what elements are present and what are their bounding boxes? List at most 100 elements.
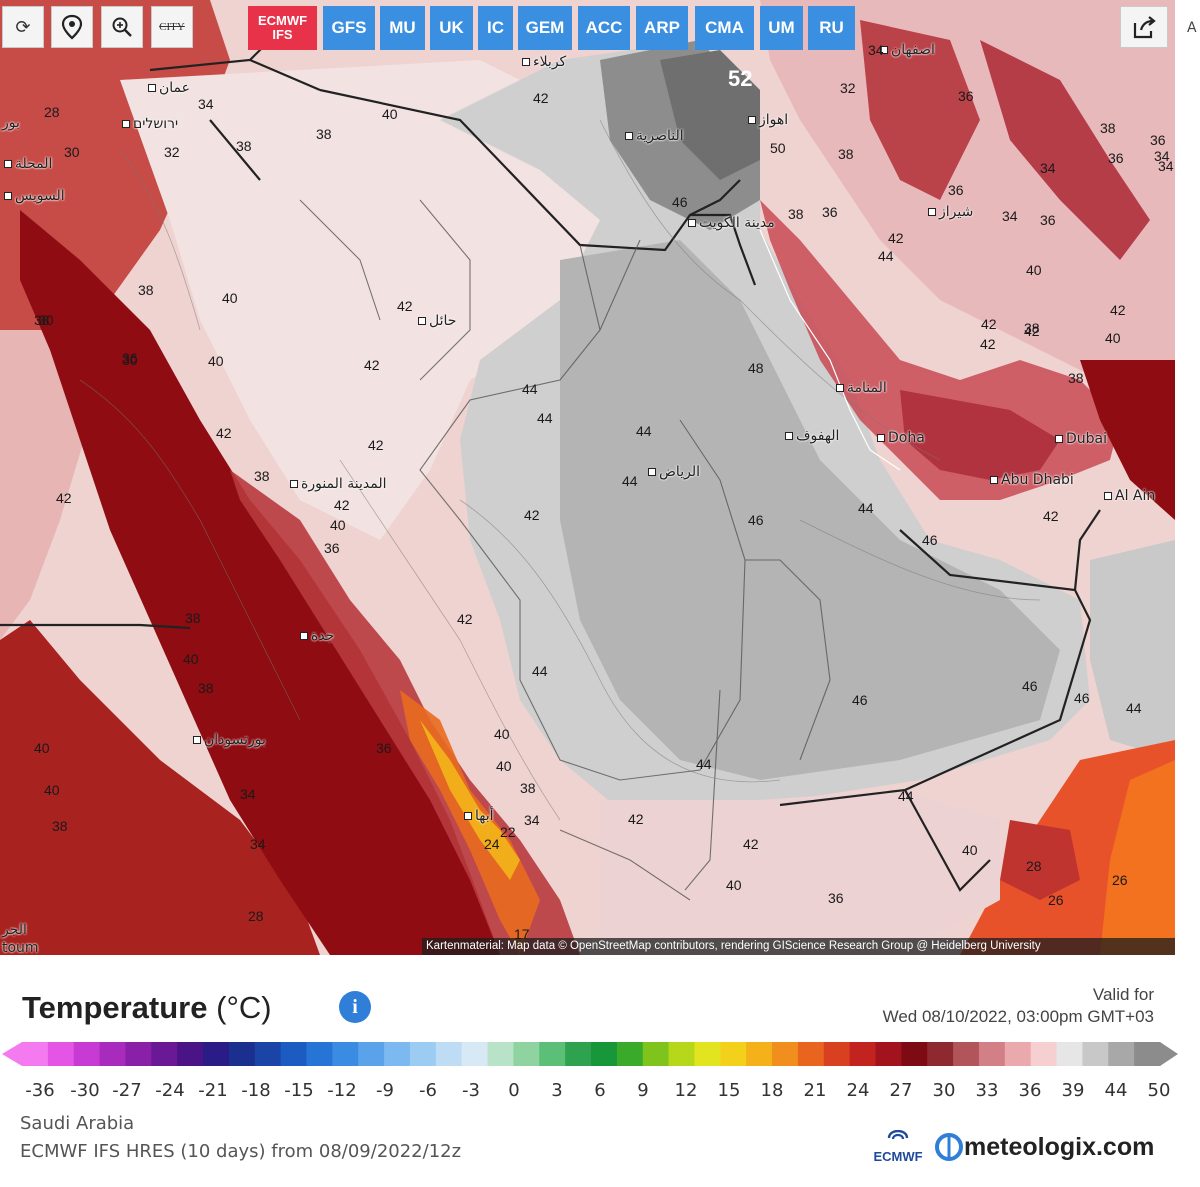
city-toggle-button[interactable]: CITY bbox=[151, 6, 193, 48]
city-label[interactable]: الناصرية bbox=[625, 128, 684, 144]
isotherm-value: 52 bbox=[728, 66, 753, 91]
info-icon[interactable]: i bbox=[339, 991, 371, 1023]
city-label[interactable]: الجر bbox=[2, 922, 27, 938]
city-label[interactable]: عمان bbox=[148, 80, 190, 96]
color-scale-swatch bbox=[125, 1042, 152, 1066]
isotherm-value: 46 bbox=[1074, 690, 1090, 706]
model-tab-cma[interactable]: CMA bbox=[695, 6, 754, 50]
city-label[interactable]: ירושלים bbox=[122, 116, 178, 132]
city-label[interactable]: المدينة المنورة bbox=[290, 476, 386, 492]
color-scale-swatch bbox=[694, 1042, 721, 1066]
city-label[interactable]: السويس bbox=[4, 188, 65, 204]
city-label[interactable]: حائل bbox=[418, 313, 456, 329]
isotherm-value: 38 bbox=[236, 138, 252, 154]
color-scale-tick-label: 21 bbox=[803, 1080, 827, 1101]
color-scale-swatch bbox=[591, 1042, 618, 1066]
isotherm-value: 34 bbox=[1040, 160, 1056, 176]
color-scale-swatch bbox=[99, 1042, 127, 1066]
city-label[interactable]: جدة bbox=[300, 628, 334, 644]
color-scale-swatch bbox=[358, 1042, 385, 1066]
isotherm-value: 42 bbox=[524, 507, 540, 523]
model-tab-um[interactable]: UM bbox=[760, 6, 803, 50]
isotherm-value: 28 bbox=[248, 908, 264, 924]
city-label[interactable]: الرياض bbox=[648, 464, 700, 480]
city-marker-icon bbox=[300, 632, 308, 640]
city-name: Doha bbox=[888, 430, 925, 446]
isotherm-value: 36 bbox=[828, 890, 844, 906]
ecmwf-logo: ECMWF bbox=[868, 1129, 928, 1164]
isotherm-value: 44 bbox=[532, 663, 548, 679]
edge-text: A bbox=[1187, 20, 1197, 36]
color-scale-bar bbox=[2, 1042, 1178, 1066]
city-name: الجر bbox=[2, 922, 27, 938]
model-tab-gfs[interactable]: GFS bbox=[323, 6, 375, 50]
model-tab-uk[interactable]: UK bbox=[430, 6, 473, 50]
city-label[interactable]: المحلة bbox=[4, 156, 52, 172]
color-scale-swatch bbox=[1082, 1042, 1109, 1066]
map-pin-icon[interactable] bbox=[51, 6, 93, 48]
isotherm-value: 44 bbox=[1126, 700, 1142, 716]
model-tab-arp[interactable]: ARP bbox=[636, 6, 688, 50]
isotherm-value: 40 bbox=[222, 290, 238, 306]
color-scale-tick-label: -15 bbox=[284, 1080, 314, 1101]
isotherm-value: 26 bbox=[1048, 892, 1064, 908]
isotherm-value: 38 bbox=[34, 312, 50, 328]
model-tab-label: CMA bbox=[705, 18, 744, 37]
isotherm-value: 30 bbox=[64, 144, 80, 160]
city-label[interactable]: مدينة الكويت bbox=[688, 215, 775, 231]
city-label[interactable]: بورتسودان bbox=[193, 732, 266, 748]
city-name: بورتسودان bbox=[204, 732, 266, 748]
city-label[interactable]: Dubai bbox=[1055, 431, 1107, 447]
isotherm-value: 38 bbox=[316, 126, 332, 142]
isotherm-value: 40 bbox=[494, 726, 510, 742]
color-scale-tick-label: 50 bbox=[1147, 1080, 1171, 1101]
model-tab-label: ECMWF bbox=[257, 13, 308, 28]
isotherm-value: 46 bbox=[748, 512, 764, 528]
model-tab-ic[interactable]: IC bbox=[478, 6, 513, 50]
isotherm-value: 42 bbox=[628, 811, 644, 827]
model-tab-mu[interactable]: MU bbox=[380, 6, 425, 50]
city-label[interactable]: Al Ain bbox=[1104, 488, 1155, 504]
city-name: المدينة المنورة bbox=[301, 476, 387, 492]
isotherm-value: 44 bbox=[622, 473, 638, 489]
city-marker-icon bbox=[688, 219, 696, 227]
isotherm-value: 38 bbox=[52, 818, 68, 834]
city-label[interactable]: toum bbox=[2, 940, 39, 955]
city-label[interactable]: Abu Dhabi bbox=[990, 472, 1074, 488]
color-scale-swatch bbox=[435, 1042, 463, 1066]
isotherm-value: 40 bbox=[382, 106, 398, 122]
color-scale-tick-label: 18 bbox=[760, 1080, 784, 1101]
weather-map[interactable]: ⟳ CITY ECMWF IFS GFS MU UK IC GEM ACC ARP CMA UM RU… bbox=[0, 0, 1175, 955]
city-label[interactable]: كربلاء bbox=[522, 54, 566, 70]
meteologix-brand[interactable]: meteologix.com bbox=[934, 1132, 1154, 1162]
city-label[interactable]: Doha bbox=[877, 430, 925, 446]
city-label[interactable]: الهفوف bbox=[785, 428, 839, 444]
color-scale-tick-label: -27 bbox=[112, 1080, 142, 1101]
isotherm-value: 28 bbox=[1026, 858, 1042, 874]
model-tab-gem[interactable]: GEM bbox=[518, 6, 572, 50]
isotherm-value: 38 bbox=[520, 780, 536, 796]
color-scale-swatch bbox=[203, 1042, 230, 1066]
city-label[interactable]: اهواز bbox=[748, 112, 788, 128]
model-tab-acc[interactable]: ACC bbox=[578, 6, 630, 50]
city-label[interactable]: اصفهان bbox=[880, 42, 935, 58]
refresh-icon[interactable]: ⟳ bbox=[2, 6, 44, 48]
city-label[interactable]: شيراز bbox=[928, 204, 973, 220]
color-scale-tick-label: -36 bbox=[25, 1080, 55, 1101]
model-tab-ecmwf[interactable]: ECMWF IFS bbox=[248, 6, 317, 50]
color-scale-tick-label: 3 bbox=[551, 1080, 563, 1101]
temperature-field bbox=[0, 0, 1175, 955]
isotherm-value: 40 bbox=[1105, 330, 1121, 346]
color-scale-swatch bbox=[254, 1042, 282, 1066]
model-tab-ru[interactable]: RU bbox=[808, 6, 855, 50]
city-label[interactable]: أبها bbox=[464, 808, 494, 824]
city-name: الناصرية bbox=[636, 128, 684, 144]
color-scale-swatch bbox=[332, 1042, 359, 1066]
isotherm-value: 42 bbox=[981, 316, 997, 332]
isotherm-value: 46 bbox=[1022, 678, 1038, 694]
zoom-in-icon[interactable] bbox=[101, 6, 143, 48]
city-label[interactable]: المنامة bbox=[836, 380, 887, 396]
share-icon[interactable] bbox=[1120, 6, 1168, 48]
color-scale-swatch bbox=[487, 1042, 515, 1066]
city-label[interactable]: بور bbox=[2, 115, 20, 131]
